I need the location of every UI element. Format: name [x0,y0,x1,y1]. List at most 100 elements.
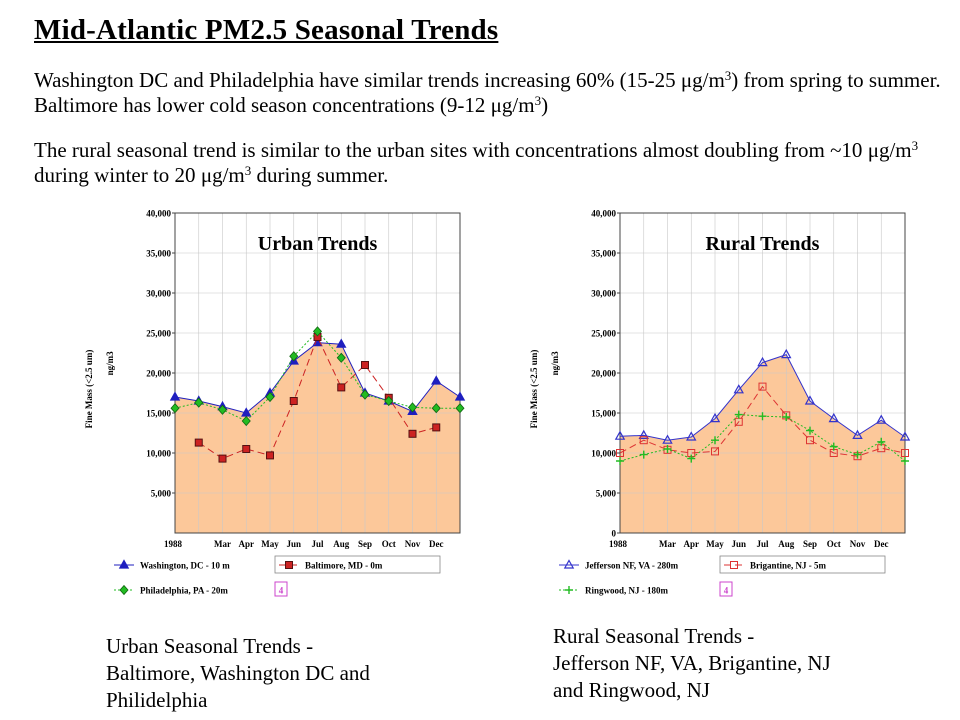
y-tick-label: 30,000 [591,289,616,299]
data-point [638,429,649,439]
data-point [194,438,203,447]
x-tick-label: Apr [239,539,255,549]
y-tick-label: 35,000 [591,249,616,259]
caption-rural: Rural Seasonal Trends - Jefferson NF, VA… [553,624,831,702]
legend-label: Ringwood, NJ - 180m [585,586,669,596]
legend-marker [563,559,575,569]
data-point [758,412,767,421]
x-tick-label: Oct [382,539,396,549]
data-point [170,403,180,414]
legend-box [719,555,886,574]
caption-urban: Urban Seasonal Trends - Baltimore, Washi… [106,634,370,712]
x-tick-label: May [706,539,724,549]
data-point [853,450,862,459]
x-tick-label: Oct [827,539,841,549]
chart-title: Urban Trends [258,233,378,255]
legend-label: Brigantine, NJ - 5m [750,561,826,571]
y-axis-label: Fine Mass (<2.5 um) [84,350,94,429]
data-point [663,445,672,453]
data-point [360,389,370,400]
x-tick-label: Sep [358,539,372,549]
x-tick-label: Aug [778,539,795,549]
y-tick-label: 20,000 [591,369,616,379]
data-point [733,384,744,394]
intro-paragraph-urban: Washington DC and Philadelphia have simi… [34,68,941,117]
data-point [265,391,275,403]
legend-label: Jefferson NF, VA - 280m [585,561,679,571]
series-2 [170,326,465,427]
data-point [169,391,181,401]
legend-marker [565,586,573,594]
data-point [454,391,466,401]
data-point [711,436,719,445]
data-point [806,436,814,445]
data-point [662,434,673,444]
x-tick-label: Jul [311,539,324,549]
series-line [198,335,437,460]
x-tick-label: Jun [731,539,746,549]
y-tick-label: 15,000 [591,409,616,419]
data-point [899,431,911,441]
y-tick-label: 30,000 [146,289,171,299]
data-point [614,430,626,440]
data-point [432,423,441,432]
data-point [709,412,721,423]
y-tick-label: 0 [612,529,617,539]
data-point [361,361,369,369]
x-tick-label: Dec [874,539,889,549]
legend-badge-label: 4 [724,586,729,596]
legend: Washington, DC - 10 m Baltimore, MD - 0m P… [114,555,441,597]
data-point [711,447,719,456]
data-point [806,426,814,435]
data-point [781,348,792,359]
x-tick-label: Jun [286,539,301,549]
legend-marker [119,584,129,596]
legend-badge-label: 4 [279,586,284,596]
data-point [852,429,863,439]
legend-badge [274,581,288,597]
x-tick-label: Sep [803,539,817,549]
data-point [407,402,418,413]
y-tick-label: 25,000 [146,329,171,339]
legend-label: Washington, DC - 10 m [140,561,230,571]
data-point [901,457,909,465]
y-tick-label: 40,000 [146,209,171,219]
legend-box [274,555,441,574]
data-point [266,451,274,460]
y-axis-unit-label: ng/m3 [105,351,115,376]
data-point [782,413,791,421]
data-point [217,404,228,415]
legend-marker [285,561,293,569]
y-axis-label: Fine Mass (<2.5 um) [529,350,539,429]
x-tick-label: Apr [684,539,700,549]
data-point [431,403,441,414]
y-tick-label: 5,000 [596,489,617,499]
data-point [289,351,299,362]
data-point [312,326,323,337]
x-tick-label: Mar [214,539,231,549]
data-point [616,457,624,465]
data-point [828,412,839,423]
data-point [829,442,838,451]
y-tick-label: 10,000 [146,449,171,459]
x-tick-label: 1988 [164,539,183,549]
y-tick-label: 25,000 [591,329,616,339]
data-point [242,445,251,453]
chart-title: Rural Trends [706,233,820,255]
data-point [384,395,394,407]
y-tick-label: 35,000 [146,249,171,259]
data-point [639,450,648,459]
data-point [804,395,816,405]
x-tick-label: Nov [850,539,866,549]
rural-trends-chart: 0 5,000 10,000 15,000 20,000 25,000 30,000 35,0… [529,209,911,597]
data-point [336,338,347,348]
legend-label: Philadelphia, PA - 20m [140,586,228,596]
data-point [616,449,624,457]
y-tick-label: 10,000 [591,449,616,459]
series-0 [614,348,911,444]
x-tick-label: May [261,539,279,549]
data-point [901,449,909,457]
y-axis-unit-label: ng/m3 [550,351,560,376]
data-point [758,382,767,391]
data-point [687,454,696,463]
